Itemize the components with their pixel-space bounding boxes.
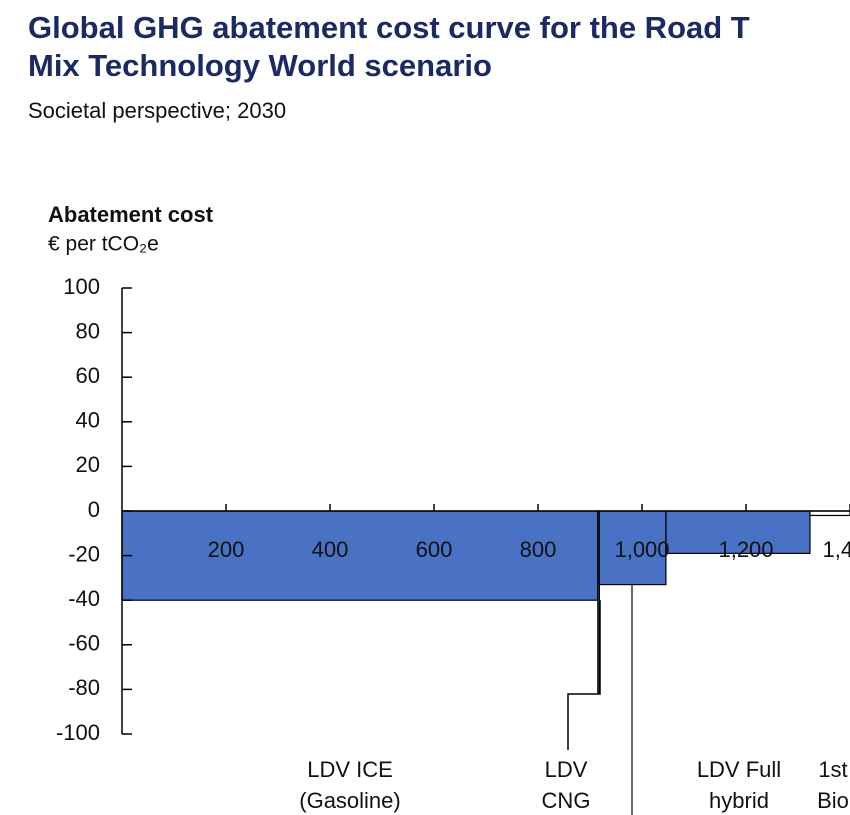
segment-label: LDV ICE <box>307 757 393 782</box>
x-tick-label: 400 <box>312 537 349 562</box>
y-tick-label: -40 <box>68 586 100 611</box>
x-tick-label: 200 <box>208 537 245 562</box>
x-tick-label: 1,000 <box>614 537 669 562</box>
x-tick-label: 1,400 <box>822 537 850 562</box>
chart-title: Global GHG abatement cost curve for the … <box>28 10 750 45</box>
segment-label: CNG <box>542 788 591 813</box>
x-tick-label: 600 <box>416 537 453 562</box>
y-tick-label: -20 <box>68 541 100 566</box>
y-tick-label: 100 <box>63 274 100 299</box>
y-axis-label: Abatement cost <box>48 202 214 227</box>
y-tick-label: -60 <box>68 631 100 656</box>
bar <box>665 510 811 554</box>
x-tick-label: 800 <box>520 537 557 562</box>
segment-label: LDV Full <box>697 757 781 782</box>
y-tick-label: -100 <box>56 720 100 745</box>
segment-label: (Gasoline) <box>299 788 400 813</box>
chart-title: Mix Technology World scenario <box>28 48 492 83</box>
y-tick-label: 20 <box>76 452 100 477</box>
bar <box>121 510 599 601</box>
segment-label: hybrid <box>709 788 769 813</box>
leader-line <box>567 600 601 750</box>
y-tick-label: 80 <box>76 318 100 343</box>
segment-label: Bio <box>817 788 849 813</box>
y-tick-label: 0 <box>88 497 100 522</box>
y-axis-unit: € per tCO₂e <box>48 233 159 256</box>
bar <box>598 510 667 586</box>
segment-label: LDV <box>545 757 588 782</box>
chart-subtitle: Societal perspective; 2030 <box>28 98 286 123</box>
x-tick-label: 1,200 <box>718 537 773 562</box>
y-tick-label: -80 <box>68 675 100 700</box>
segment-label: 1st <box>818 757 847 782</box>
y-tick-label: 60 <box>76 363 100 388</box>
y-tick-label: 40 <box>76 408 100 433</box>
